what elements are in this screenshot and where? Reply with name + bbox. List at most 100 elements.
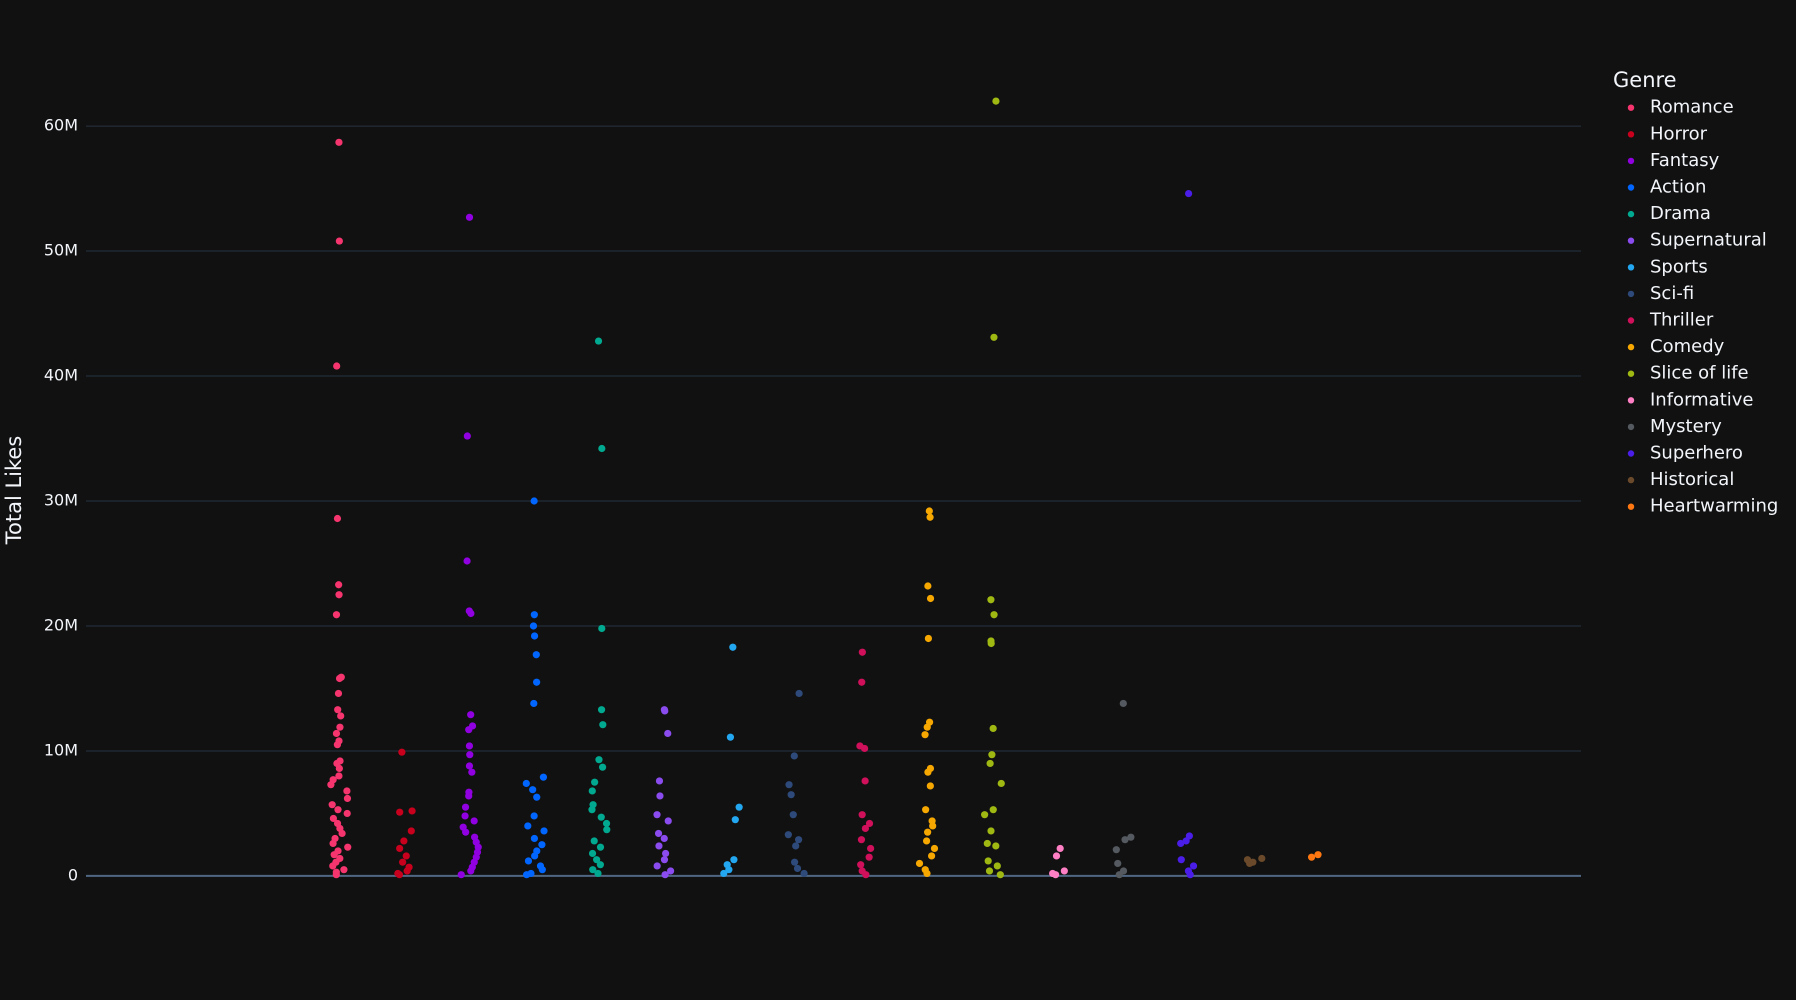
legend-label: Slice of life [1650, 363, 1749, 384]
legend-label: Fantasy [1650, 150, 1720, 171]
data-point [467, 609, 475, 618]
data-point [338, 829, 346, 838]
data-point [457, 871, 465, 879]
y-tick-label: 30M [44, 491, 78, 510]
data-point [726, 733, 735, 741]
data-point [725, 866, 733, 874]
data-point [333, 741, 342, 749]
data-point [1177, 839, 1185, 848]
legend-marker [1627, 476, 1635, 484]
y-tick-label: 60M [44, 116, 78, 135]
data-point [540, 827, 548, 835]
data-point [924, 768, 932, 776]
data-point [594, 337, 603, 345]
data-point [858, 648, 866, 656]
data-point [924, 634, 933, 643]
data-point [729, 643, 737, 651]
data-point [926, 782, 934, 790]
data-point [466, 751, 474, 759]
data-point [1185, 189, 1193, 198]
data-point [602, 819, 611, 828]
data-point [925, 507, 933, 515]
data-point [400, 837, 408, 845]
data-point [924, 582, 932, 590]
data-point [334, 706, 342, 714]
data-point [329, 862, 337, 870]
data-point [997, 779, 1005, 788]
data-point [653, 811, 661, 819]
data-point [590, 837, 598, 845]
data-point [861, 777, 869, 785]
legend-label: Thriller [1649, 310, 1714, 331]
data-point [924, 828, 932, 836]
data-point [396, 844, 404, 853]
data-point [720, 869, 728, 878]
data-point [333, 514, 342, 523]
data-point [793, 864, 802, 873]
legend-title: Genre [1613, 68, 1677, 92]
data-point [465, 742, 474, 750]
data-point [599, 721, 607, 729]
data-point [533, 678, 541, 686]
data-point [858, 678, 866, 686]
legend-marker [1627, 184, 1635, 191]
y-tick-label: 50M [44, 241, 78, 260]
data-point [334, 689, 343, 698]
data-point [857, 836, 866, 844]
data-point [402, 852, 410, 860]
data-point [1051, 871, 1060, 879]
data-point [465, 792, 473, 800]
data-point [984, 857, 992, 865]
data-point [465, 213, 474, 221]
legend-marker [1627, 237, 1635, 244]
data-point [922, 806, 930, 814]
data-point [329, 814, 338, 823]
data-point [530, 632, 539, 640]
data-point [927, 852, 936, 860]
y-tick-label: 20M [44, 615, 78, 634]
data-point [395, 871, 404, 879]
data-point [661, 871, 669, 879]
data-point [921, 731, 929, 739]
data-point [524, 857, 533, 865]
data-point [990, 611, 998, 619]
data-point [660, 856, 669, 864]
data-point [858, 811, 866, 819]
data-point [992, 842, 1000, 850]
data-point [467, 711, 475, 719]
data-point [530, 834, 539, 843]
legend-label: Mystery [1650, 416, 1722, 437]
data-point [654, 829, 663, 838]
data-point [981, 811, 989, 819]
legend-marker [1627, 290, 1635, 298]
y-tick-label: 0 [68, 865, 78, 884]
legend-label: Horror [1650, 123, 1708, 144]
legend-label: Drama [1650, 203, 1711, 224]
data-point [862, 871, 870, 879]
data-point [1258, 854, 1266, 863]
data-point [787, 791, 795, 799]
data-point [334, 806, 342, 814]
data-point [987, 596, 995, 604]
data-point [399, 858, 407, 866]
data-point [403, 867, 411, 875]
data-point [408, 807, 416, 815]
data-point [340, 866, 348, 874]
data-point [588, 787, 596, 795]
data-point [989, 806, 997, 814]
data-point [735, 803, 743, 811]
data-point [598, 763, 607, 771]
data-point [987, 827, 995, 835]
legend-label: Superhero [1650, 443, 1743, 464]
legend-label: Informative [1650, 389, 1754, 410]
data-point [530, 812, 538, 820]
data-point [990, 333, 998, 341]
data-point [463, 432, 471, 440]
legend-label: Sci-fi [1650, 283, 1694, 304]
data-point [795, 689, 803, 698]
data-point [603, 826, 611, 834]
data-point [593, 856, 601, 864]
data-point [598, 624, 606, 633]
data-point [396, 808, 404, 816]
